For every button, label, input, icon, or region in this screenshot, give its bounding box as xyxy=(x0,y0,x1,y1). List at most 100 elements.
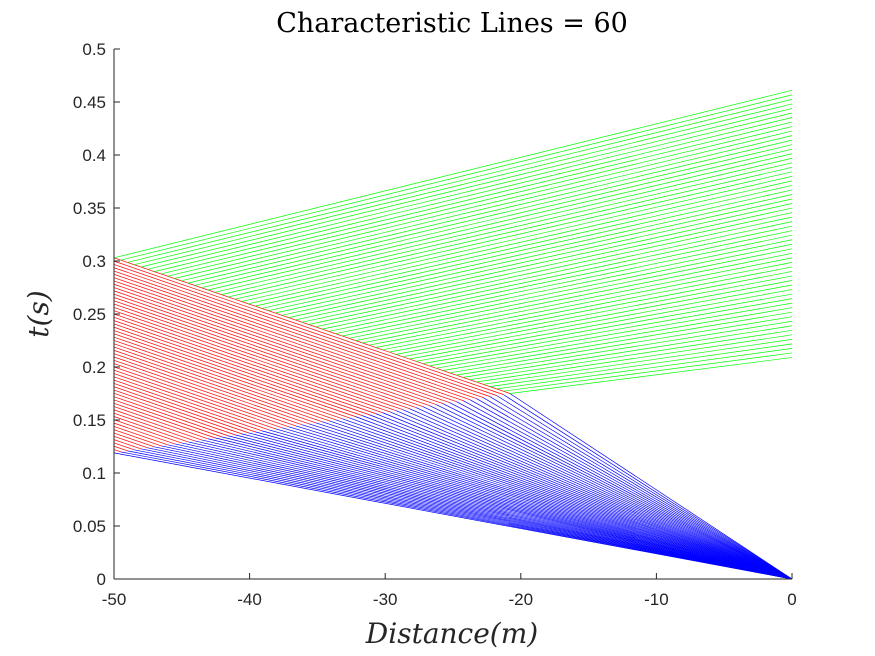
x-tick-label: -10 xyxy=(644,590,669,609)
characteristic-line xyxy=(113,426,168,446)
characteristic-line xyxy=(113,406,209,440)
characteristic-line xyxy=(134,449,793,580)
characteristic-line xyxy=(113,274,477,399)
characteristic-line xyxy=(469,399,793,580)
characteristic-line xyxy=(355,416,793,580)
characteristic-line xyxy=(402,409,793,580)
characteristic-line xyxy=(295,212,793,321)
characteristic-line xyxy=(228,435,793,580)
characteristic-line xyxy=(174,130,793,279)
x-axis-label: Distance(m) xyxy=(365,617,538,650)
characteristic-line xyxy=(415,293,793,362)
characteristic-line xyxy=(469,329,793,381)
characteristic-line xyxy=(154,446,793,580)
characteristic-line xyxy=(113,297,430,406)
characteristic-line xyxy=(120,451,793,580)
characteristic-line xyxy=(113,346,329,421)
characteristic-line xyxy=(483,339,793,385)
characteristic-line xyxy=(113,336,350,418)
characteristic-line xyxy=(113,316,390,412)
y-tick-label: 0.5 xyxy=(82,40,106,59)
red-characteristic-lines xyxy=(113,257,511,453)
characteristic-line xyxy=(335,419,793,580)
characteristic-line xyxy=(288,426,793,580)
characteristic-line xyxy=(113,452,793,580)
characteristic-line xyxy=(301,424,793,580)
characteristic-line xyxy=(321,421,793,580)
characteristic-line xyxy=(476,334,793,383)
characteristic-line xyxy=(503,394,793,580)
characteristic-line xyxy=(160,445,793,580)
characteristic-line xyxy=(503,352,793,392)
characteristic-line xyxy=(113,310,403,410)
y-tick-label: 0 xyxy=(97,570,106,589)
characteristic-line xyxy=(167,444,793,580)
characteristic-line xyxy=(113,280,464,401)
characteristic-line xyxy=(147,447,793,580)
characteristic-line xyxy=(113,373,276,430)
x-tick-label: 0 xyxy=(787,590,796,609)
characteristic-line xyxy=(362,257,793,344)
x-tick-label: -40 xyxy=(237,590,262,609)
x-tick-label: -20 xyxy=(509,590,534,609)
characteristic-line xyxy=(174,443,793,580)
characteristic-line xyxy=(395,410,793,580)
characteristic-line xyxy=(261,430,793,580)
green-characteristic-lines xyxy=(113,90,793,394)
characteristic-line xyxy=(113,293,437,405)
y-tick-label: 0.15 xyxy=(73,411,106,430)
characteristic-line xyxy=(328,234,793,332)
characteristic-line xyxy=(254,431,793,580)
characteristic-line xyxy=(127,450,793,580)
characteristic-line xyxy=(422,298,793,364)
characteristic-line xyxy=(436,307,793,369)
y-tick-label: 0.3 xyxy=(82,252,106,271)
characteristic-line xyxy=(113,429,162,447)
characteristic-line xyxy=(113,416,188,443)
characteristic-line xyxy=(281,427,793,580)
characteristic-line xyxy=(113,366,289,428)
characteristic-line xyxy=(113,356,309,425)
characteristic-line xyxy=(113,260,504,395)
characteristic-line xyxy=(113,359,303,426)
characteristic-line xyxy=(442,311,793,371)
characteristic-line xyxy=(181,442,793,580)
characteristic-line xyxy=(462,400,793,580)
characteristic-line xyxy=(140,448,793,580)
characteristic-line xyxy=(375,413,793,580)
characteristic-line xyxy=(201,439,793,580)
characteristic-line xyxy=(113,264,497,396)
characteristic-line xyxy=(113,277,470,400)
characteristic-line xyxy=(315,225,793,328)
characteristic-line xyxy=(187,441,793,580)
characteristic-line xyxy=(113,439,141,450)
characteristic-line xyxy=(113,393,235,436)
characteristic-line xyxy=(375,266,793,348)
characteristic-line xyxy=(113,287,450,403)
blue-characteristic-lines xyxy=(113,393,793,580)
characteristic-line xyxy=(113,300,423,407)
characteristic-line xyxy=(476,398,793,580)
characteristic-line xyxy=(509,357,793,394)
characteristic-line xyxy=(389,411,793,580)
characteristic-line xyxy=(409,408,793,580)
characteristic-line xyxy=(368,262,793,346)
characteristic-line xyxy=(113,363,296,427)
characteristic-line xyxy=(113,402,215,439)
characteristic-line xyxy=(113,290,443,404)
characteristic-line xyxy=(113,419,182,444)
characteristic-line xyxy=(187,139,793,284)
characteristic-line xyxy=(509,393,793,580)
characteristic-line xyxy=(113,326,370,415)
x-tick-label: -30 xyxy=(373,590,398,609)
characteristic-line xyxy=(113,303,417,408)
characteristic-line xyxy=(248,180,793,305)
characteristic-line xyxy=(113,449,121,453)
characteristic-line xyxy=(489,343,793,387)
characteristic-line xyxy=(113,340,343,419)
characteristic-line xyxy=(442,403,793,580)
characteristic-line xyxy=(113,442,135,451)
characteristic-line xyxy=(348,417,793,580)
characteristic-line xyxy=(456,401,793,580)
characteristic-line xyxy=(335,239,793,335)
